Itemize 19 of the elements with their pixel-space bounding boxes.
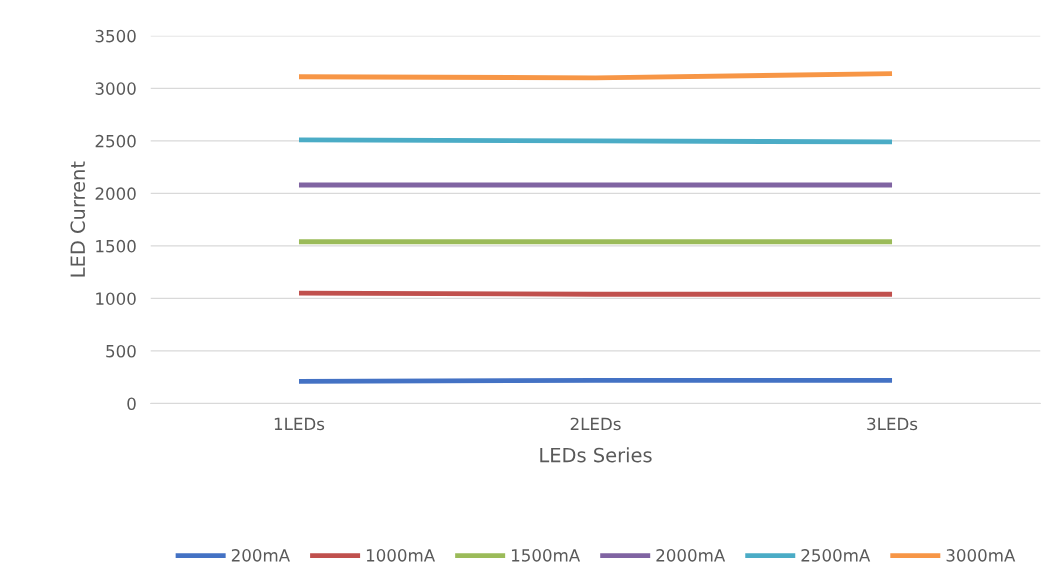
y-axis-title: LED Current	[70, 161, 86, 277]
y-tick-label: 2000	[95, 187, 136, 200]
x-tick-label: 2LEDs	[570, 417, 621, 431]
y-tick-label: 3500	[95, 29, 136, 43]
legend-label: 1000mA	[366, 549, 436, 562]
y-tick-label: 3000	[95, 82, 136, 95]
legend-label: 1500mA	[511, 549, 581, 562]
x-axis-title: LEDs Series	[540, 447, 652, 463]
x-tick-label: 3LEDs	[867, 417, 918, 431]
y-tick-label: 500	[106, 344, 136, 358]
x-tick-label: 1LEDs	[274, 417, 325, 431]
y-tick-label: 2500	[95, 134, 136, 148]
legend-label: 2500mA	[801, 549, 871, 562]
y-tick-label: 0	[127, 397, 136, 411]
legend-label: 200mA	[231, 549, 290, 562]
y-tick-label: 1500	[96, 239, 136, 253]
y-tick-label: 1000	[96, 292, 136, 305]
legend-label: 2000mA	[656, 549, 726, 562]
legend-label: 3000mA	[946, 549, 1016, 562]
